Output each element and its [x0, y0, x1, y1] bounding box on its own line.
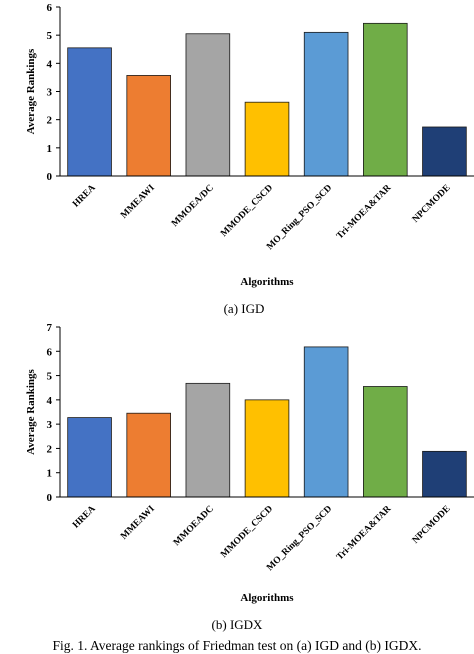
x-axis-title: Algorithms: [240, 276, 294, 288]
y-axis-title: Average Rankings: [25, 368, 37, 454]
y-tick-label: 5: [47, 371, 53, 383]
category-label: Tri-MOEA&TAR: [335, 183, 393, 241]
y-tick-label: 2: [47, 443, 53, 455]
y-axis-title: Average Rankings: [25, 48, 37, 134]
y-tick-label: 3: [47, 87, 53, 99]
y-tick-label: 5: [47, 30, 53, 42]
bar-hrea: [67, 417, 112, 498]
bar-mmeawi: [126, 412, 171, 498]
y-tick-label: 0: [47, 171, 53, 183]
y-tick-label: 4: [47, 395, 53, 407]
y-tick-label: 6: [47, 2, 53, 14]
category-label: MMODE_CSCD: [219, 504, 275, 560]
category-label: HREA: [71, 504, 98, 531]
y-tick-label: 0: [47, 492, 53, 504]
y-tick-label: 4: [47, 58, 53, 70]
bar-hrea: [67, 47, 112, 177]
x-axis-title: Algorithms: [240, 592, 294, 604]
category-label: NPCMODE: [411, 504, 453, 546]
bar-npcmode: [422, 126, 467, 177]
category-label: MMODE_CSCD: [219, 183, 275, 239]
category-label: MMOEADC: [172, 504, 216, 548]
bar-mmeawi: [126, 75, 171, 177]
y-tick-label: 1: [47, 143, 53, 155]
bar-mo-ring-pso-scd: [303, 31, 349, 177]
category-label: MMEAWI: [119, 504, 157, 542]
bar-mmode-cscd: [244, 399, 290, 498]
subcaption-igdx: (b) IGDX: [212, 617, 264, 632]
y-tick-label: 6: [47, 346, 53, 358]
y-tick-label: 3: [47, 419, 53, 431]
y-tick-label: 7: [47, 322, 53, 334]
bar-tri-moea-tar: [363, 386, 408, 498]
category-label: MMOEA/DC: [170, 183, 216, 229]
category-label: MMEAWI: [119, 183, 157, 221]
bar-mo-ring-pso-scd: [303, 346, 349, 498]
bar-mmoea-dc: [185, 33, 231, 177]
y-tick-label: 1: [47, 468, 53, 480]
bar-mmoeadc: [185, 382, 231, 498]
category-label: Tri-MOEA&TAR: [335, 504, 393, 562]
figure-caption: Fig. 1. Average rankings of Friedman tes…: [52, 638, 421, 653]
category-label: MO_Ring_PSO_SCD: [265, 504, 334, 573]
category-label: MO_Ring_PSO_SCD: [265, 183, 334, 252]
chart-igdx: HREA MMEAWI MMOEADC MMODE_CSCDMO_Ring_PSO_S…: [25, 322, 474, 604]
category-label: NPCMODE: [411, 183, 453, 225]
chart-igd: HREA MMEAWI MMOEA/DC MMODE_CSCDMO_Ring_PSO_…: [25, 2, 474, 288]
bar-mmode-cscd: [244, 101, 290, 177]
y-tick-label: 2: [47, 115, 53, 127]
bar-npcmode: [422, 450, 467, 498]
category-label: HREA: [71, 183, 98, 210]
subcaption-igd: (a) IGD: [224, 301, 265, 316]
bar-tri-moea-tar: [363, 22, 408, 177]
